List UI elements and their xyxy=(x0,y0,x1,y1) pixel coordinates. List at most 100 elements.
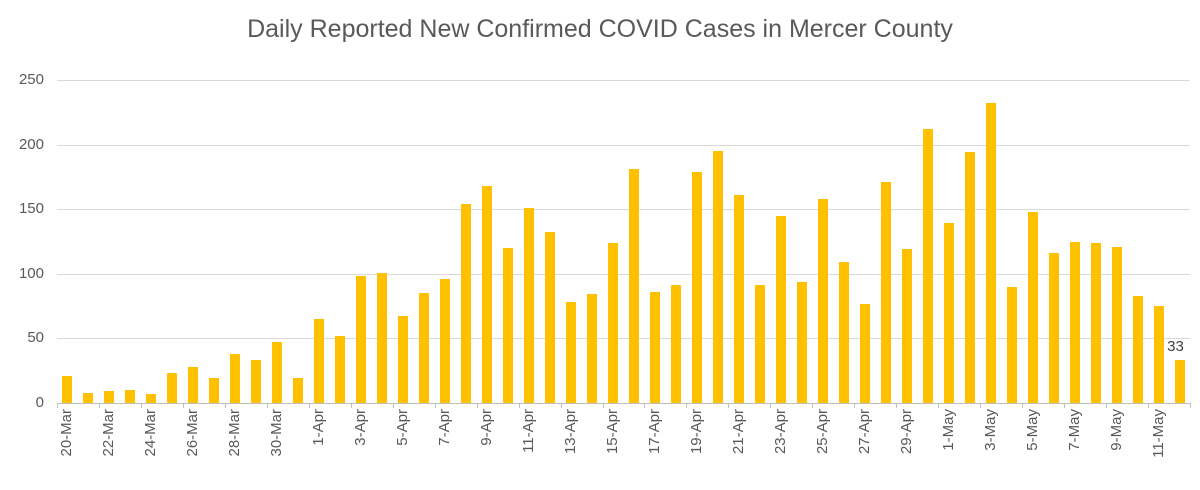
x-axis-tick xyxy=(1190,404,1191,408)
bar-18-Apr[interactable] xyxy=(670,285,681,403)
bar-10-May[interactable] xyxy=(1132,295,1143,403)
gridline-200 xyxy=(57,144,1190,146)
x-axis-label-29-Apr: 29-Apr xyxy=(897,409,915,455)
bar-27-Mar[interactable] xyxy=(209,378,220,403)
bar-11-Apr[interactable] xyxy=(524,207,535,403)
bar-8-Apr[interactable] xyxy=(461,204,472,403)
x-axis-tick xyxy=(518,404,520,408)
bar-14-Apr[interactable] xyxy=(587,294,598,403)
chart-title: Daily Reported New Confirmed COVID Cases… xyxy=(247,15,953,43)
bar-28-Mar[interactable] xyxy=(230,353,241,403)
bar-5-Apr[interactable] xyxy=(398,316,409,403)
x-axis-label-27-Apr: 27-Apr xyxy=(855,409,873,455)
y-axis-label-200: 200 xyxy=(18,135,44,153)
plot-area xyxy=(57,80,1190,403)
x-axis-label-19-Apr: 19-Apr xyxy=(687,409,705,455)
bar-2-May[interactable] xyxy=(964,152,975,403)
bar-29-Mar[interactable] xyxy=(251,360,262,403)
bar-24-Apr[interactable] xyxy=(796,281,807,403)
bar-21-Apr[interactable] xyxy=(733,195,744,403)
x-axis-tick xyxy=(98,404,100,408)
bar-2-Apr[interactable] xyxy=(335,335,346,403)
bar-20-Mar[interactable] xyxy=(62,375,73,403)
x-axis-tick xyxy=(686,404,688,408)
bar-28-Apr[interactable] xyxy=(880,182,891,403)
bar-9-Apr[interactable] xyxy=(482,185,493,403)
x-axis-tick xyxy=(980,404,982,408)
x-axis-tick xyxy=(350,404,352,408)
x-axis-tick xyxy=(644,404,646,408)
bar-20-Apr[interactable] xyxy=(712,151,723,403)
x-axis-tick xyxy=(812,404,814,408)
bar-21-Mar[interactable] xyxy=(83,392,94,403)
bar-25-Mar[interactable] xyxy=(167,373,178,403)
x-axis-label-21-Apr: 21-Apr xyxy=(729,409,747,455)
x-axis-line xyxy=(57,403,1191,404)
bar-24-Mar[interactable] xyxy=(146,393,157,403)
bar-6-Apr[interactable] xyxy=(419,293,430,403)
x-axis-tick xyxy=(1022,404,1024,408)
x-axis-tick xyxy=(728,404,730,408)
x-axis-tick xyxy=(434,404,436,408)
bar-22-Apr[interactable] xyxy=(754,285,765,403)
bar-22-Mar[interactable] xyxy=(104,391,115,403)
gridline-100 xyxy=(57,273,1190,275)
x-axis-tick xyxy=(1106,404,1108,408)
y-axis-label-50: 50 xyxy=(27,329,44,347)
x-axis-tick xyxy=(476,404,478,408)
bar-31-Mar[interactable] xyxy=(293,378,304,403)
bar-4-May[interactable] xyxy=(1006,286,1017,403)
x-axis-label-9-May: 9-May xyxy=(1107,409,1125,451)
bar-6-May[interactable] xyxy=(1048,253,1059,403)
bar-15-Apr[interactable] xyxy=(608,242,618,403)
x-axis-label-7-Apr: 7-Apr xyxy=(436,409,454,446)
x-axis-tick xyxy=(560,404,562,408)
bar-3-May[interactable] xyxy=(985,103,996,403)
bar-29-Apr[interactable] xyxy=(901,249,912,403)
x-axis-tick xyxy=(266,404,268,408)
bar-10-Apr[interactable] xyxy=(503,247,514,403)
x-axis-label-13-Apr: 13-Apr xyxy=(562,409,580,455)
x-axis-label-15-Apr: 15-Apr xyxy=(604,409,621,455)
x-axis-tick xyxy=(854,404,856,408)
bar-30-Apr[interactable] xyxy=(922,129,933,403)
x-axis-label-24-Mar: 24-Mar xyxy=(142,409,160,457)
bar-26-Apr[interactable] xyxy=(838,262,849,403)
bar-7-May[interactable] xyxy=(1069,241,1080,403)
bar-17-Apr[interactable] xyxy=(649,291,660,403)
bar-23-Apr[interactable] xyxy=(775,215,786,403)
x-axis-label-5-Apr: 5-Apr xyxy=(394,409,412,446)
bar-7-Apr[interactable] xyxy=(440,278,451,403)
bar-1-May[interactable] xyxy=(943,223,954,403)
bar-4-Apr[interactable] xyxy=(377,272,388,403)
bar-9-May[interactable] xyxy=(1111,246,1122,403)
bar-26-Mar[interactable] xyxy=(188,366,199,403)
x-axis-label-7-May: 7-May xyxy=(1065,409,1083,451)
bar-19-Apr[interactable] xyxy=(691,171,702,403)
bar-3-Apr[interactable] xyxy=(356,276,367,403)
x-axis-tick xyxy=(308,404,310,408)
bar-13-Apr[interactable] xyxy=(566,302,577,403)
x-axis-tick xyxy=(140,404,142,408)
bar-5-May[interactable] xyxy=(1027,211,1038,403)
x-axis-label-3-Apr: 3-Apr xyxy=(352,409,370,446)
bar-8-May[interactable] xyxy=(1090,242,1101,403)
x-axis-tick xyxy=(224,404,226,408)
x-axis-label-28-Mar: 28-Mar xyxy=(226,409,244,457)
bar-30-Mar[interactable] xyxy=(272,342,283,403)
x-axis-label-11-Apr: 11-Apr xyxy=(520,409,538,453)
bar-12-May[interactable] xyxy=(1174,360,1185,403)
bar-27-Apr[interactable] xyxy=(859,303,870,403)
x-axis-label-11-May: 11-May xyxy=(1149,409,1167,458)
x-axis-label-1-Apr: 1-Apr xyxy=(310,409,328,446)
bar-11-May[interactable] xyxy=(1153,306,1164,403)
bar-23-Mar[interactable] xyxy=(125,390,136,403)
bar-12-Apr[interactable] xyxy=(545,232,556,403)
gridline-50 xyxy=(57,338,1190,340)
x-axis-label-25-Apr: 25-Apr xyxy=(813,409,831,455)
bar-25-Apr[interactable] xyxy=(817,198,828,403)
x-axis-tick xyxy=(1064,404,1066,408)
bar-1-Apr[interactable] xyxy=(314,319,325,403)
bar-16-Apr[interactable] xyxy=(628,169,639,403)
x-axis-tick xyxy=(602,404,604,408)
